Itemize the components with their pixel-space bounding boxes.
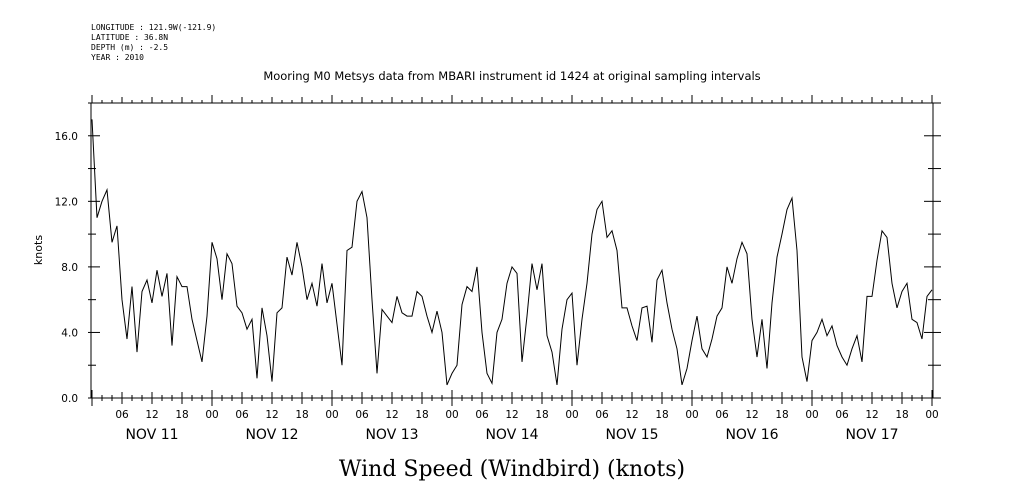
x-tick-label: 06 bbox=[595, 409, 609, 421]
day-label: NOV 17 bbox=[845, 427, 898, 443]
x-tick-label: 06 bbox=[235, 409, 249, 421]
axis-ticks bbox=[88, 95, 941, 406]
x-tick-label: 18 bbox=[175, 409, 188, 421]
meta-depth: DEPTH (m) : -2.5 bbox=[91, 43, 168, 52]
y-tick-label: 12.0 bbox=[55, 196, 78, 208]
x-tick-label: 06 bbox=[475, 409, 489, 421]
x-tick-label: 18 bbox=[655, 409, 668, 421]
y-tick-labels: 0.0 4.0 8.0 12.0 16.0 bbox=[55, 131, 78, 405]
day-label: NOV 11 bbox=[125, 427, 178, 443]
day-label: NOV 13 bbox=[365, 427, 418, 443]
x-tick-label: 06 bbox=[715, 409, 729, 421]
chart-title: Mooring M0 Metsys data from MBARI instru… bbox=[263, 69, 760, 83]
x-tick-label: 00 bbox=[325, 409, 338, 421]
y-tick-label: 0.0 bbox=[61, 393, 78, 405]
x-tick-label: 18 bbox=[295, 409, 308, 421]
x-tick-label: 18 bbox=[775, 409, 788, 421]
x-tick-label: 12 bbox=[145, 409, 158, 421]
x-tick-label: 12 bbox=[865, 409, 878, 421]
x-tick-label: 12 bbox=[265, 409, 278, 421]
x-tick-label: 06 bbox=[115, 409, 129, 421]
x-tick-label: 18 bbox=[535, 409, 548, 421]
x-tick-label: 00 bbox=[925, 409, 938, 421]
y-tick-label: 8.0 bbox=[61, 262, 78, 274]
x-tick-label: 00 bbox=[685, 409, 698, 421]
meta-year: YEAR : 2010 bbox=[91, 53, 144, 62]
x-tick-label: 00 bbox=[565, 409, 578, 421]
x-tick-label: 00 bbox=[445, 409, 458, 421]
series-line-wind-speed bbox=[91, 119, 933, 386]
day-label: NOV 15 bbox=[605, 427, 658, 443]
x-axis-label: Wind Speed (Windbird) (knots) bbox=[339, 457, 685, 482]
day-label: NOV 16 bbox=[725, 427, 778, 443]
y-axis-label: knots bbox=[32, 235, 45, 265]
y-tick-label: 16.0 bbox=[55, 131, 78, 143]
y-tick-label: 4.0 bbox=[61, 327, 78, 339]
x-tick-label: 06 bbox=[835, 409, 849, 421]
x-tick-label: 00 bbox=[805, 409, 818, 421]
x-tick-label: 00 bbox=[205, 409, 218, 421]
x-tick-label: 18 bbox=[415, 409, 428, 421]
x-tick-label: 12 bbox=[505, 409, 518, 421]
x-tick-labels: 06 12 18 00 06 12 18 00 06 12 18 00 06 12 18 00 06 12 18 00… bbox=[115, 409, 938, 421]
x-tick-label: 12 bbox=[625, 409, 638, 421]
x-tick-label: 18 bbox=[895, 409, 908, 421]
day-label: NOV 14 bbox=[485, 427, 538, 443]
x-tick-label: 12 bbox=[745, 409, 758, 421]
day-labels: NOV 11 NOV 12 NOV 13 NOV 14 NOV 15 NOV 16 NOV … bbox=[125, 427, 898, 443]
plot-frame bbox=[90, 102, 934, 399]
meta-longitude: LONGITUDE : 121.9W(-121.9) bbox=[91, 23, 216, 32]
x-tick-label: 06 bbox=[355, 409, 369, 421]
meta-latitude: LATITUDE : 36.8N bbox=[91, 33, 168, 42]
x-tick-label: 12 bbox=[385, 409, 398, 421]
day-label: NOV 12 bbox=[245, 427, 298, 443]
